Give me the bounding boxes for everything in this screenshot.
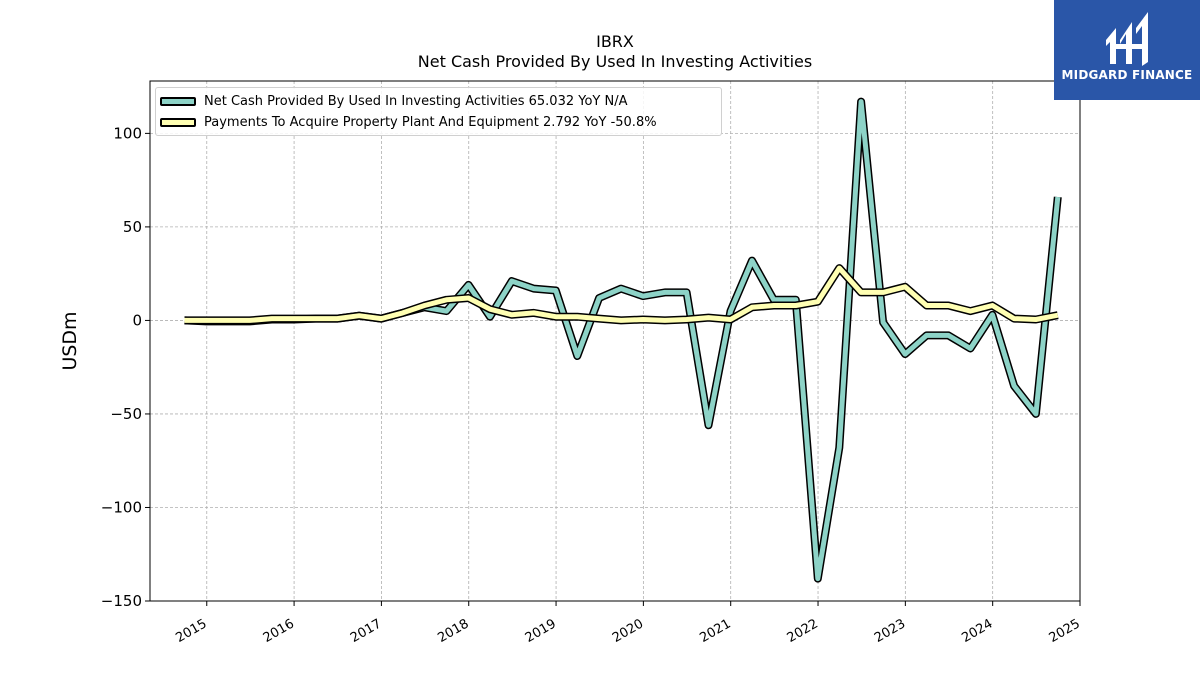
y-axis-label: USDm xyxy=(59,311,81,370)
series-outline-1 xyxy=(184,264,1059,325)
series-outline-0 xyxy=(184,97,1062,583)
chart-title: IBRX xyxy=(596,32,634,51)
series-line-1 xyxy=(184,265,1059,323)
legend-swatch-ppe xyxy=(160,117,196,127)
legend-label-ppe: Payments To Acquire Property Plant And E… xyxy=(204,114,657,130)
y-tick-label: 100 xyxy=(113,124,142,142)
x-tick-label: 2023 xyxy=(872,616,908,646)
midgard-finance-logo: MIDGARD FINANCE xyxy=(1054,0,1200,100)
y-tick-label: −150 xyxy=(101,592,142,610)
x-tick-label: 2016 xyxy=(261,616,297,646)
y-tick-label: −50 xyxy=(110,405,142,423)
x-tick-label: 2020 xyxy=(610,616,646,646)
y-tick-label: 50 xyxy=(123,218,142,236)
legend-label-net-cash: Net Cash Provided By Used In Investing A… xyxy=(204,93,628,109)
x-tick-label: 2017 xyxy=(348,616,384,646)
x-tick-label: 2025 xyxy=(1047,616,1083,646)
x-tick-label: 2024 xyxy=(959,616,995,646)
x-tick-label: 2022 xyxy=(785,616,821,646)
y-tick-label: 0 xyxy=(132,311,142,329)
legend-swatch-net-cash xyxy=(160,96,196,106)
grid-layer xyxy=(150,81,1081,602)
x-tick-label: 2018 xyxy=(435,616,471,646)
series-layer xyxy=(184,97,1062,583)
legend-item-ppe: Payments To Acquire Property Plant And E… xyxy=(160,112,657,132)
legend: Net Cash Provided By Used In Investing A… xyxy=(155,87,722,136)
plot-frame xyxy=(149,80,1081,602)
y-tick-label: −100 xyxy=(101,498,142,516)
x-tick-label: 2021 xyxy=(697,616,733,646)
chart-subtitle: Net Cash Provided By Used In Investing A… xyxy=(417,52,813,71)
legend-item-net-cash: Net Cash Provided By Used In Investing A… xyxy=(160,91,628,111)
x-tick-label: 2019 xyxy=(523,616,559,646)
midgard-logo-icon xyxy=(1106,12,1148,66)
axes-layer: −150 −100 −50 0 50 100 2015 2016 2017 2018 2019 202… xyxy=(59,80,1083,646)
x-tick-label: 2015 xyxy=(173,616,209,646)
logo-text: MIDGARD FINANCE xyxy=(1061,68,1193,82)
